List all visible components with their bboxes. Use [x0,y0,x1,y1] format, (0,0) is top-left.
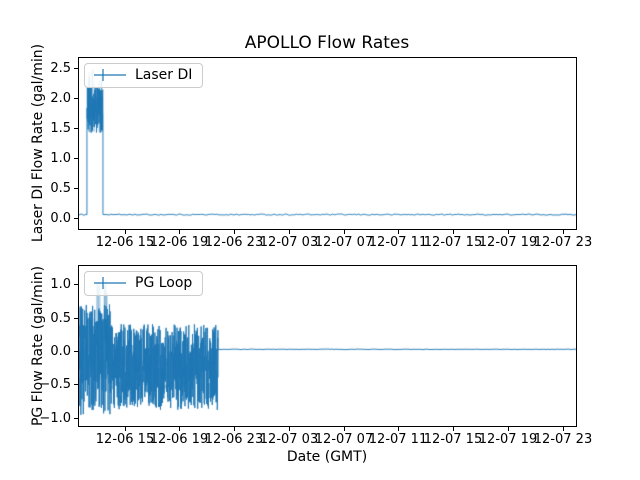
x-tick-mark [289,427,290,431]
x-tick-mark [453,427,454,431]
legend-laser-di: Laser DI [84,63,204,88]
y-tick-mark [74,351,78,352]
x-tick-mark [344,230,345,234]
chart-title: APOLLO Flow Rates [244,33,410,53]
x-tick-label: 12-07 03 [259,432,319,447]
x-tick-mark [344,427,345,431]
x-tick-mark [179,427,180,431]
x-tick-label: 12-07 19 [478,235,538,250]
x-tick-mark [508,427,509,431]
x-tick-label: 12-06 19 [149,432,209,447]
y-tick-label: −1.0 [39,411,71,426]
y-tick-label: 2.0 [50,91,71,106]
pg-loop-subplot: PG Loop [78,265,577,427]
x-tick-label: 12-07 23 [533,235,593,250]
x-tick-label: 12-06 23 [204,432,264,447]
laser-di-subplot: Laser DI [78,57,577,230]
y-tick-label: 0.0 [50,211,71,226]
x-tick-mark [179,230,180,234]
y-tick-label: 0.5 [50,181,71,196]
x-tick-mark [234,230,235,234]
x-tick-label: 12-07 11 [368,432,428,447]
x-tick-label: 12-07 07 [314,432,374,447]
x-tick-mark [563,230,564,234]
x-tick-mark [289,230,290,234]
x-tick-mark [563,427,564,431]
y-tick-mark [74,218,78,219]
x-tick-label: 12-07 19 [478,432,538,447]
legend-label-laser-di: Laser DI [135,67,193,83]
y-tick-label: 2.5 [50,61,71,76]
y-tick-mark [74,98,78,99]
x-tick-mark [125,230,126,234]
y-tick-label: 1.5 [50,121,71,136]
x-tick-label: 12-07 11 [368,235,428,250]
x-tick-mark [125,427,126,431]
x-tick-label: 12-06 15 [95,235,155,250]
y-tick-label: 0.5 [50,311,71,326]
x-tick-mark [453,230,454,234]
y-tick-label: 0.0 [50,344,71,359]
legend-line-sample-icon [94,69,126,81]
x-tick-label: 12-06 15 [95,432,155,447]
x-tick-mark [508,230,509,234]
x-tick-label: 12-07 03 [259,235,319,250]
legend-pg-loop: PG Loop [84,271,204,296]
y-tick-mark [74,284,78,285]
y-tick-mark [74,68,78,69]
y-tick-mark [74,384,78,385]
y-tick-mark [74,128,78,129]
y-tick-label: 1.0 [50,151,71,166]
legend-line-sample-icon [94,277,126,289]
y-tick-mark [74,318,78,319]
x-tick-label: 12-07 15 [423,432,483,447]
x-tick-label: 12-07 07 [314,235,374,250]
y-tick-mark [74,158,78,159]
y-tick-label: −0.5 [39,377,71,392]
x-tick-label: 12-07 15 [423,235,483,250]
x-tick-label: 12-06 19 [149,235,209,250]
legend-label-pg-loop: PG Loop [135,275,193,291]
y-tick-mark [74,418,78,419]
x-tick-mark [398,427,399,431]
x-tick-label: 12-06 23 [204,235,264,250]
y-tick-mark [74,188,78,189]
x-tick-mark [234,427,235,431]
x-tick-label: 12-07 23 [533,432,593,447]
x-axis-label: Date (GMT) [286,449,368,465]
x-tick-mark [398,230,399,234]
y-tick-label: 1.0 [50,277,71,292]
